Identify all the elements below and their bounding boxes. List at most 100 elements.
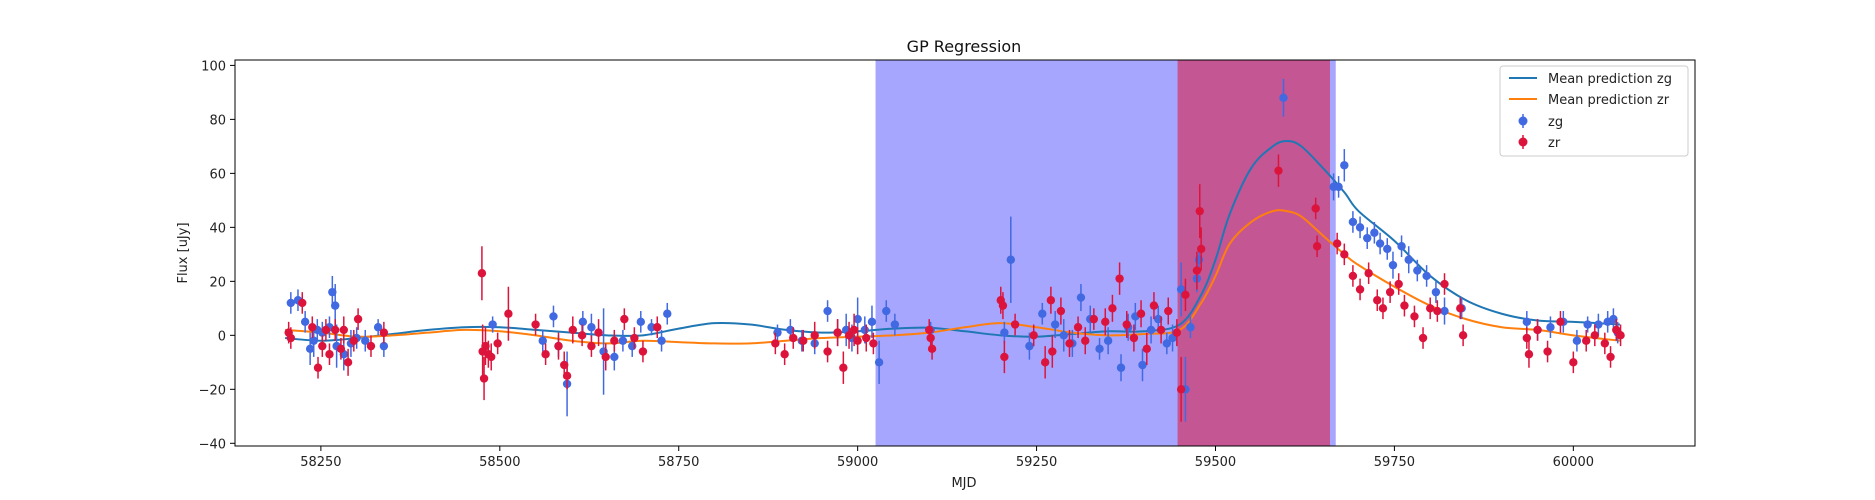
data-point-zg — [361, 336, 370, 345]
data-point-zg — [1440, 306, 1449, 316]
data-point-zr — [1192, 266, 1202, 275]
data-point-zg — [1370, 228, 1379, 237]
data-point-zg — [587, 323, 596, 332]
legend-label-zr: zr — [1548, 136, 1561, 151]
y-tick-label: −40 — [199, 437, 226, 452]
data-point-zr — [1543, 347, 1552, 356]
data-point-zr — [1040, 358, 1050, 367]
data-point-zr — [1048, 347, 1057, 356]
data-point-zg — [1279, 93, 1288, 102]
data-point-zr — [1081, 336, 1090, 345]
data-point-zr — [1089, 314, 1099, 324]
data-point-zr — [1181, 290, 1190, 300]
data-point-zr — [568, 325, 578, 335]
data-point-zr — [1418, 333, 1428, 343]
data-point-zg — [1583, 320, 1592, 329]
data-point-zr — [343, 358, 353, 367]
data-point-zr — [653, 323, 662, 332]
data-point-zg — [1355, 223, 1365, 232]
data-point-zr — [869, 339, 878, 348]
data-point-zg — [1076, 293, 1086, 302]
data-point-zr — [1433, 306, 1442, 316]
data-point-zr — [1364, 269, 1373, 278]
data-point-zr — [1590, 331, 1600, 340]
legend-label-zr-line: Mean prediction zr — [1548, 93, 1670, 108]
data-point-zr — [330, 325, 340, 335]
data-point-zg — [1348, 217, 1358, 227]
data-point-zg — [773, 328, 782, 337]
data-point-zr — [780, 350, 789, 359]
data-point-zg — [286, 298, 296, 308]
data-point-zr — [862, 333, 871, 343]
data-point-zr — [594, 328, 603, 337]
data-point-zg — [874, 358, 884, 367]
data-point-zr — [1149, 301, 1159, 310]
data-point-zr — [1056, 306, 1066, 316]
data-point-zr — [1394, 279, 1403, 289]
data-point-zr — [349, 336, 359, 345]
data-point-zg — [488, 320, 497, 329]
x-axis-label: MJD — [951, 476, 976, 491]
y-tick-label: −20 — [199, 383, 226, 398]
y-tick-label: 0 — [218, 329, 226, 344]
data-point-zg — [1059, 331, 1068, 340]
data-point-zr — [1312, 242, 1322, 251]
data-point-zr — [1122, 320, 1131, 329]
data-point-zr — [493, 339, 502, 348]
prediction-line-zr — [285, 209, 1620, 345]
data-point-zr — [638, 347, 648, 356]
plot-frame — [234, 59, 1696, 447]
x-tick-label: 59500 — [1195, 455, 1236, 470]
data-point-zr — [1176, 385, 1186, 394]
data-point-zg — [1340, 161, 1349, 170]
shaded-regions — [875, 60, 1336, 446]
data-point-zr — [481, 341, 490, 351]
data-point-zg — [1422, 271, 1431, 281]
data-point-zr — [1101, 317, 1110, 327]
legend: Mean prediction zg Mean prediction zr zg… — [1499, 65, 1689, 157]
data-point-zg — [1186, 323, 1195, 332]
data-point-zr — [630, 333, 639, 343]
data-point-zr — [1440, 279, 1449, 289]
data-point-zg — [300, 317, 310, 327]
y-tick-label: 80 — [209, 113, 226, 128]
data-point-zg — [860, 325, 870, 335]
x-tick-label: 59250 — [1016, 455, 1057, 470]
data-point-zg — [1095, 344, 1104, 354]
data-point-zg — [305, 344, 315, 354]
data-point-zr — [844, 331, 854, 340]
data-point-zr — [1616, 331, 1625, 340]
data-point-zr — [926, 333, 935, 343]
data-point-zr — [610, 336, 619, 345]
data-point-zr — [487, 352, 496, 362]
data-point-zg — [610, 352, 619, 362]
data-point-zg — [1025, 341, 1034, 351]
data-point-zr — [560, 360, 569, 370]
data-point-zg — [538, 336, 547, 345]
data-point-zg — [867, 317, 877, 327]
data-point-zg — [1404, 255, 1413, 264]
shaded-region-1 — [1177, 60, 1330, 446]
data-point-zg — [1006, 255, 1016, 264]
data-point-zr — [554, 341, 563, 351]
data-point-zr — [286, 333, 296, 343]
data-point-zr — [1029, 331, 1038, 340]
data-point-zg — [1146, 325, 1156, 335]
data-point-zr — [1410, 312, 1419, 321]
data-point-zr — [849, 325, 859, 335]
data-point-zr — [1172, 328, 1182, 337]
data-point-zr — [620, 314, 629, 324]
data-point-zg — [1609, 314, 1618, 324]
data-point-zr — [1348, 271, 1358, 281]
data-point-zr — [379, 328, 389, 337]
data-point-zr — [833, 328, 842, 337]
data-point-zr — [339, 325, 348, 335]
data-point-zg — [1594, 320, 1603, 329]
data-point-zg — [1546, 323, 1555, 332]
data-point-zr — [771, 339, 780, 348]
data-point-zr — [1065, 339, 1074, 348]
data-point-zr — [1522, 333, 1532, 343]
data-point-zr — [308, 323, 317, 332]
data-point-zg — [1138, 360, 1147, 370]
